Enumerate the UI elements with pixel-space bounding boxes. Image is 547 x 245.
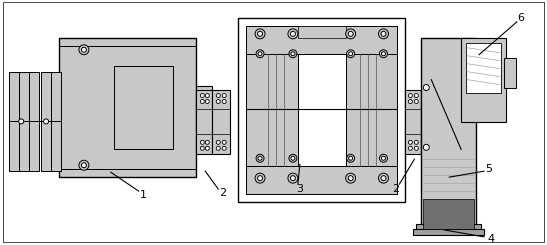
Circle shape — [79, 45, 89, 55]
Circle shape — [346, 173, 356, 183]
Circle shape — [290, 176, 295, 181]
Circle shape — [381, 156, 386, 160]
Bar — [414, 229, 484, 235]
Circle shape — [222, 94, 226, 98]
Circle shape — [200, 140, 205, 144]
Circle shape — [348, 156, 353, 160]
Circle shape — [216, 94, 220, 98]
Bar — [346, 54, 398, 166]
Circle shape — [414, 99, 418, 103]
Bar — [196, 90, 212, 154]
Bar — [298, 54, 346, 166]
Circle shape — [205, 146, 210, 150]
Circle shape — [290, 31, 295, 36]
Text: 3: 3 — [296, 184, 304, 194]
Circle shape — [205, 94, 210, 98]
Circle shape — [414, 94, 418, 98]
Circle shape — [216, 146, 220, 150]
Text: 1: 1 — [140, 190, 147, 200]
Bar — [59, 38, 196, 177]
Circle shape — [380, 50, 387, 58]
Bar — [51, 72, 61, 171]
Circle shape — [200, 94, 205, 98]
Circle shape — [423, 85, 429, 91]
Circle shape — [216, 99, 220, 103]
Circle shape — [79, 160, 89, 170]
Bar — [29, 72, 39, 171]
Circle shape — [255, 173, 265, 183]
Circle shape — [256, 154, 264, 162]
Bar — [405, 90, 421, 154]
Bar — [461, 38, 506, 122]
Bar — [423, 199, 474, 229]
Circle shape — [256, 50, 264, 58]
Circle shape — [258, 176, 263, 181]
Circle shape — [288, 173, 298, 183]
Circle shape — [200, 99, 205, 103]
Circle shape — [348, 52, 353, 56]
Circle shape — [289, 154, 297, 162]
Bar — [9, 72, 19, 171]
Bar — [41, 72, 51, 171]
Bar — [246, 26, 398, 194]
Circle shape — [291, 156, 295, 160]
Text: 5: 5 — [486, 164, 492, 174]
Circle shape — [381, 176, 386, 181]
Bar — [416, 224, 481, 232]
Bar — [466, 43, 501, 93]
Circle shape — [82, 163, 86, 168]
Circle shape — [348, 176, 353, 181]
Circle shape — [200, 146, 205, 150]
Circle shape — [423, 144, 429, 150]
Circle shape — [291, 52, 295, 56]
Circle shape — [381, 31, 386, 36]
Circle shape — [409, 99, 412, 103]
Circle shape — [409, 140, 412, 144]
Text: 2: 2 — [392, 184, 399, 194]
Text: 2: 2 — [219, 188, 226, 198]
Bar — [246, 166, 398, 194]
Circle shape — [409, 146, 412, 150]
Circle shape — [289, 50, 297, 58]
Circle shape — [347, 154, 354, 162]
Circle shape — [19, 119, 24, 124]
Bar — [504, 58, 516, 87]
Circle shape — [288, 29, 298, 39]
Circle shape — [222, 146, 226, 150]
Circle shape — [205, 140, 210, 144]
Circle shape — [258, 31, 263, 36]
Circle shape — [222, 99, 226, 103]
Bar — [246, 54, 298, 166]
Text: 4: 4 — [487, 234, 494, 244]
Circle shape — [346, 29, 356, 39]
Bar — [114, 66, 173, 149]
Circle shape — [216, 140, 220, 144]
Circle shape — [409, 94, 412, 98]
Circle shape — [381, 52, 386, 56]
Circle shape — [258, 156, 262, 160]
Circle shape — [379, 29, 388, 39]
Circle shape — [82, 47, 86, 52]
Bar — [212, 90, 230, 154]
Circle shape — [348, 31, 353, 36]
Circle shape — [414, 146, 418, 150]
Circle shape — [205, 99, 210, 103]
Circle shape — [347, 50, 354, 58]
Circle shape — [380, 154, 387, 162]
Circle shape — [379, 173, 388, 183]
Bar — [421, 90, 437, 154]
Bar — [298, 26, 346, 38]
Bar — [196, 86, 212, 129]
Circle shape — [258, 52, 262, 56]
Bar — [238, 18, 405, 202]
Circle shape — [414, 140, 418, 144]
Circle shape — [255, 29, 265, 39]
Text: 6: 6 — [517, 13, 525, 23]
Bar — [19, 72, 29, 171]
Bar — [421, 38, 476, 234]
Circle shape — [44, 119, 49, 124]
Circle shape — [222, 140, 226, 144]
Bar — [246, 26, 398, 54]
